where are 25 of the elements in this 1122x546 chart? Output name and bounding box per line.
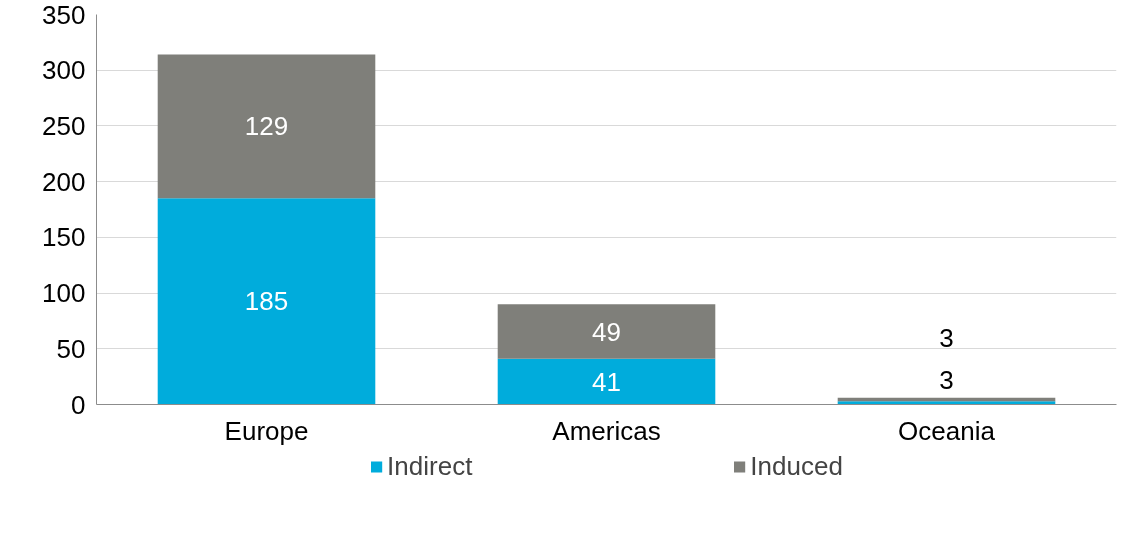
y-tick-label: 250: [42, 110, 86, 141]
bar: [157, 54, 376, 199]
y-tick-label: 50: [56, 333, 86, 364]
bar: [497, 304, 716, 359]
y-tick-label: 0: [71, 389, 86, 420]
legend-label: Indirect: [387, 450, 473, 482]
legend-label: Induced: [750, 450, 843, 482]
x-tick-label: Oceania: [898, 415, 996, 446]
bar: [837, 397, 1056, 402]
data-label: 129: [244, 111, 289, 142]
y-tick-label: 300: [42, 55, 86, 86]
data-label: 49: [592, 316, 621, 347]
y-tick-label: 100: [42, 278, 86, 309]
x-tick-label: Europe: [224, 415, 309, 446]
x-tick-label: Americas: [552, 415, 661, 446]
data-label: 185: [244, 286, 289, 317]
data-label: 3: [939, 322, 954, 353]
data-label: 3: [939, 364, 954, 395]
bar: [157, 198, 376, 405]
y-tick-label: 150: [42, 222, 86, 253]
bar: [497, 358, 716, 405]
y-tick-label: 350: [42, 0, 86, 30]
y-tick-label: 200: [42, 166, 86, 197]
data-label: 41: [592, 366, 621, 397]
bar: [837, 401, 1056, 405]
